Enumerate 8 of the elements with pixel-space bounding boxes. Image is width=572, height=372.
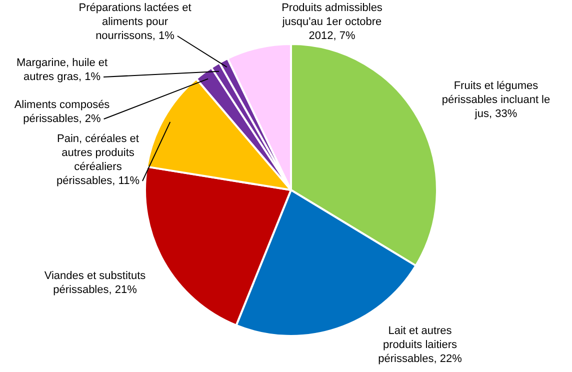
- slice-label: Lait et autres produits laitiers périssables, 22%: [378, 325, 462, 366]
- slice-label: Fruits et légumes périssables incluant le jus, 33%: [442, 80, 550, 120]
- slice-label: Produits admissibles jusqu'au 1er octobre 2012, 7%: [281, 2, 383, 42]
- slice-label: Pain, céréales et autres produits céréaliers périssables, 11%: [56, 133, 140, 188]
- slice-label: Préparations lactées et aliments pour nourrissons, 1%: [78, 2, 192, 42]
- slice-label: Margarine, huile et autres gras, 1%: [16, 57, 108, 84]
- slice-label: Viandes et substituts périssables, 21%: [44, 270, 146, 296]
- slice-label: Aliments composés périssables, 2%: [14, 99, 110, 126]
